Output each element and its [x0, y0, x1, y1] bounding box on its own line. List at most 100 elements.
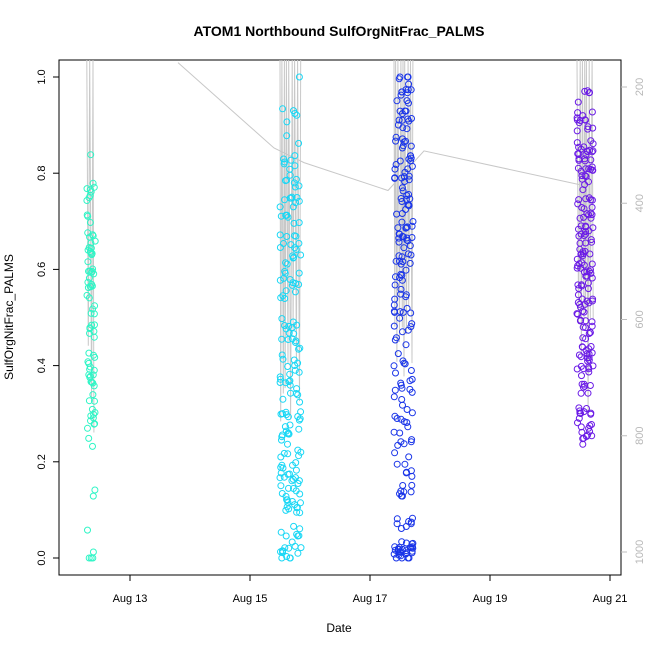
data-point — [288, 193, 296, 201]
data-point — [393, 515, 401, 523]
data-point — [293, 385, 301, 393]
data-point — [585, 299, 593, 307]
data-point — [398, 538, 406, 546]
data-point — [281, 295, 289, 302]
data-point — [297, 251, 305, 259]
data-point — [576, 317, 584, 325]
data-point — [400, 418, 408, 426]
data-point — [291, 542, 299, 550]
data-point — [393, 520, 401, 528]
data-point — [582, 272, 590, 280]
data-point — [392, 273, 399, 281]
data-point — [281, 269, 289, 277]
data-point — [89, 371, 97, 379]
data-point — [280, 160, 288, 168]
data-point — [575, 404, 583, 412]
data-point — [292, 246, 300, 253]
data-point — [295, 368, 303, 376]
data-point — [589, 362, 597, 370]
data-point — [398, 271, 406, 279]
data-point — [289, 461, 296, 469]
data-point — [284, 429, 292, 437]
data-point — [409, 539, 417, 547]
data-point — [580, 308, 588, 316]
data-point — [296, 509, 304, 517]
data-point — [392, 257, 400, 265]
data-point — [587, 343, 595, 350]
data-point — [397, 290, 405, 298]
data-point — [279, 105, 287, 113]
data-point — [399, 187, 407, 195]
data-point — [85, 397, 93, 405]
data-point — [407, 323, 415, 331]
data-point — [408, 472, 416, 480]
y-axis-label: SulfOrgNitFrac_PALMS — [2, 254, 16, 380]
data-point — [295, 416, 303, 424]
data-point — [392, 161, 400, 168]
data-point — [573, 139, 581, 147]
data-point — [580, 205, 588, 213]
data-point — [575, 225, 582, 233]
data-point — [393, 210, 401, 218]
data-point — [297, 448, 305, 456]
data-point — [295, 345, 303, 353]
data-point — [283, 118, 291, 126]
data-point — [392, 369, 399, 377]
data-point — [409, 218, 417, 225]
x-axis-label: Date — [326, 621, 352, 635]
data-point — [285, 322, 293, 330]
data-point — [391, 412, 399, 420]
data-point — [574, 109, 582, 117]
data-point — [390, 393, 398, 401]
data-point — [580, 213, 588, 221]
data-point — [577, 303, 584, 311]
data-point — [292, 474, 299, 482]
data-point — [579, 250, 587, 258]
data-point — [405, 453, 413, 461]
data-point — [281, 423, 289, 431]
data-point — [296, 525, 304, 533]
data-point — [402, 224, 410, 232]
data-point — [392, 133, 400, 141]
data-point — [408, 547, 416, 555]
y-tick-label: 1.0 — [36, 69, 48, 84]
data-point — [84, 278, 92, 286]
data-point — [285, 484, 292, 492]
data-point — [295, 425, 303, 433]
y2-tick-label: 400 — [634, 194, 646, 212]
x-tick-label: Aug 13 — [113, 593, 148, 605]
data-point — [290, 522, 298, 530]
data-point — [91, 420, 99, 428]
data-point — [87, 244, 95, 252]
data-point — [295, 73, 303, 81]
data-point — [85, 434, 93, 442]
data-point — [397, 525, 405, 532]
data-point — [579, 365, 587, 373]
data-point — [295, 452, 303, 460]
data-point — [585, 178, 592, 186]
data-point — [583, 268, 591, 276]
data-point — [279, 355, 287, 363]
data-point — [585, 356, 593, 364]
data-point — [85, 194, 93, 202]
data-point — [582, 239, 590, 247]
data-point — [400, 488, 408, 496]
data-point — [403, 234, 411, 242]
data-point — [409, 544, 417, 552]
data-point — [585, 330, 593, 337]
y-tick-label: 0.6 — [36, 262, 48, 277]
data-point — [282, 532, 290, 540]
data-point — [398, 116, 406, 124]
data-point — [574, 98, 582, 106]
data-point — [581, 116, 589, 124]
data-point — [585, 89, 593, 97]
data-point — [405, 172, 413, 180]
data-point — [294, 549, 302, 557]
data-point — [408, 320, 416, 328]
flight-3-points — [390, 73, 417, 562]
data-point — [582, 223, 590, 231]
data-point — [576, 409, 584, 417]
data-point — [402, 206, 410, 213]
data-point — [276, 373, 284, 381]
data-point — [90, 310, 98, 318]
